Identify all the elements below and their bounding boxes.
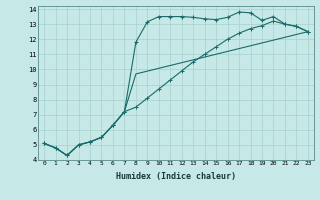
X-axis label: Humidex (Indice chaleur): Humidex (Indice chaleur) [116, 172, 236, 181]
